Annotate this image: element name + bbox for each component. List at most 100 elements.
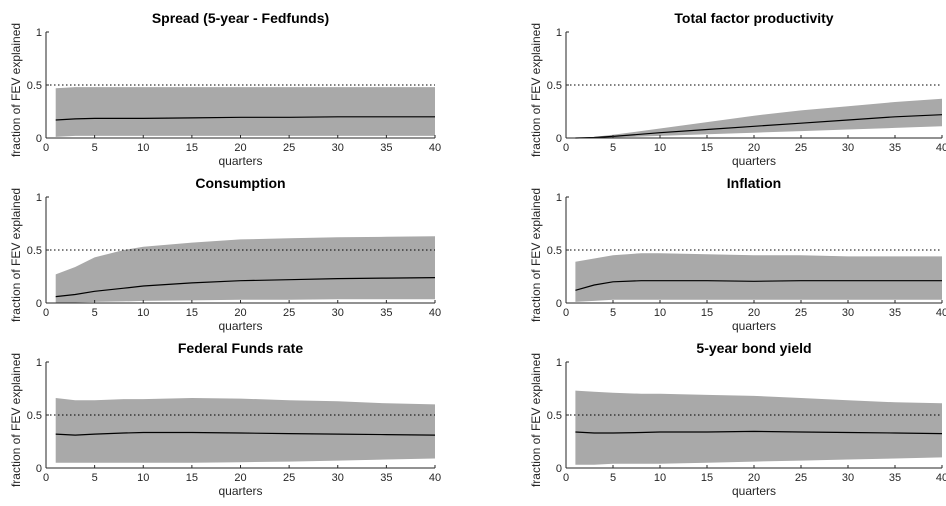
x-axis-label: quarters xyxy=(218,484,262,498)
panel-2: 0 5 10 15 20 25 30 35 40 0 0.5 1 Total factor produc… xyxy=(529,10,946,168)
y-tick-label: 1 xyxy=(36,192,42,204)
x-tick-label: 40 xyxy=(429,472,441,484)
x-tick-label: 10 xyxy=(654,307,666,319)
x-tick-label: 30 xyxy=(332,307,344,319)
y-tick-label: 0 xyxy=(36,463,42,475)
median-line xyxy=(55,431,436,436)
panel-4: 0 5 10 15 20 25 30 35 40 0 0.5 1 Inflation quarters fr… xyxy=(529,175,946,333)
x-tick-label: 30 xyxy=(842,472,854,484)
x-tick-label: 10 xyxy=(654,472,666,484)
x-tick-label: 15 xyxy=(186,307,198,319)
y-tick-label: 0 xyxy=(36,133,42,145)
confidence-band xyxy=(575,390,942,465)
panel-title: Spread (5-year - Fedfunds) xyxy=(152,10,329,26)
x-tick-label: 30 xyxy=(842,307,854,319)
y-tick-label: 1 xyxy=(556,192,562,204)
y-axis-label: fraction of FEV explained xyxy=(529,188,543,322)
panel-5: 0 5 10 15 20 25 30 35 40 0 0.5 1 Federal Funds rate q… xyxy=(9,340,441,498)
confidence-band xyxy=(55,398,435,463)
confidence-band xyxy=(55,236,435,303)
y-axis-label: fraction of FEV explained xyxy=(529,353,543,487)
confidence-band xyxy=(55,87,435,137)
x-tick-label: 25 xyxy=(795,472,807,484)
x-tick-label: 40 xyxy=(429,307,441,319)
y-tick-label: 0 xyxy=(556,463,562,475)
x-tick-label: 10 xyxy=(137,307,149,319)
x-tick-label: 40 xyxy=(429,142,441,154)
x-tick-label: 25 xyxy=(283,472,295,484)
x-tick-label: 35 xyxy=(889,472,901,484)
x-tick-label: 0 xyxy=(563,307,569,319)
x-tick-label: 30 xyxy=(332,142,344,154)
median-line xyxy=(575,114,943,139)
x-tick-label: 30 xyxy=(332,472,344,484)
x-axis-label: quarters xyxy=(218,319,262,333)
x-tick-label: 15 xyxy=(186,472,198,484)
y-tick-label: 1 xyxy=(36,27,42,39)
median-line xyxy=(55,277,436,298)
panel-title: Federal Funds rate xyxy=(178,340,303,356)
x-tick-label: 20 xyxy=(234,142,246,154)
x-tick-label: 0 xyxy=(43,307,49,319)
x-tick-label: 5 xyxy=(610,142,616,154)
y-tick-label: 0.5 xyxy=(547,80,562,92)
y-tick-label: 1 xyxy=(36,357,42,369)
x-tick-label: 5 xyxy=(92,142,98,154)
x-axis-label: quarters xyxy=(218,154,262,168)
y-tick-label: 0.5 xyxy=(27,245,42,257)
y-tick-label: 0.5 xyxy=(27,80,42,92)
y-tick-label: 0 xyxy=(36,298,42,310)
y-tick-label: 0 xyxy=(556,298,562,310)
y-axis-label: fraction of FEV explained xyxy=(9,353,23,487)
y-axis-label: fraction of FEV explained xyxy=(529,23,543,157)
y-tick-label: 0.5 xyxy=(547,245,562,257)
x-tick-label: 10 xyxy=(654,142,666,154)
x-tick-label: 20 xyxy=(234,472,246,484)
x-tick-label: 10 xyxy=(137,472,149,484)
x-tick-label: 20 xyxy=(748,307,760,319)
x-tick-label: 20 xyxy=(234,307,246,319)
x-tick-label: 20 xyxy=(748,472,760,484)
median-line xyxy=(55,116,435,121)
y-tick-label: 1 xyxy=(556,357,562,369)
x-tick-label: 25 xyxy=(795,307,807,319)
x-tick-label: 5 xyxy=(92,472,98,484)
y-tick-label: 0 xyxy=(556,133,562,145)
y-tick-label: 0.5 xyxy=(547,410,562,422)
x-tick-label: 35 xyxy=(380,472,392,484)
x-tick-label: 5 xyxy=(92,307,98,319)
x-tick-label: 40 xyxy=(936,142,946,154)
x-tick-label: 35 xyxy=(380,307,392,319)
x-tick-label: 20 xyxy=(748,142,760,154)
panel-title: 5-year bond yield xyxy=(696,340,811,356)
x-tick-label: 15 xyxy=(701,142,713,154)
x-tick-label: 25 xyxy=(283,142,295,154)
x-axis-label: quarters xyxy=(732,319,776,333)
x-tick-label: 35 xyxy=(889,307,901,319)
x-tick-label: 0 xyxy=(43,142,49,154)
x-tick-label: 40 xyxy=(936,472,946,484)
panel-title: Inflation xyxy=(727,175,781,191)
x-tick-label: 25 xyxy=(795,142,807,154)
x-tick-label: 0 xyxy=(43,472,49,484)
y-tick-label: 1 xyxy=(556,27,562,39)
x-tick-label: 5 xyxy=(610,307,616,319)
x-tick-label: 0 xyxy=(563,142,569,154)
panel-1: 0 5 10 15 20 25 30 35 40 0 0.5 1 Spread (5-year - Fe… xyxy=(9,10,441,168)
x-tick-label: 15 xyxy=(701,472,713,484)
x-axis-label: quarters xyxy=(732,484,776,498)
x-tick-label: 40 xyxy=(936,307,946,319)
y-axis-label: fraction of FEV explained xyxy=(9,188,23,322)
x-tick-label: 30 xyxy=(842,142,854,154)
x-tick-label: 15 xyxy=(186,142,198,154)
y-tick-label: 0.5 xyxy=(27,410,42,422)
confidence-band xyxy=(575,253,942,302)
x-axis-label: quarters xyxy=(732,154,776,168)
x-tick-label: 35 xyxy=(889,142,901,154)
x-tick-label: 15 xyxy=(701,307,713,319)
x-tick-label: 25 xyxy=(283,307,295,319)
y-axis-label: fraction of FEV explained xyxy=(9,23,23,157)
panel-title: Consumption xyxy=(195,175,285,191)
panel-6: 0 5 10 15 20 25 30 35 40 0 0.5 1 5-year bond yield qu… xyxy=(529,340,946,498)
median-line xyxy=(575,430,943,435)
